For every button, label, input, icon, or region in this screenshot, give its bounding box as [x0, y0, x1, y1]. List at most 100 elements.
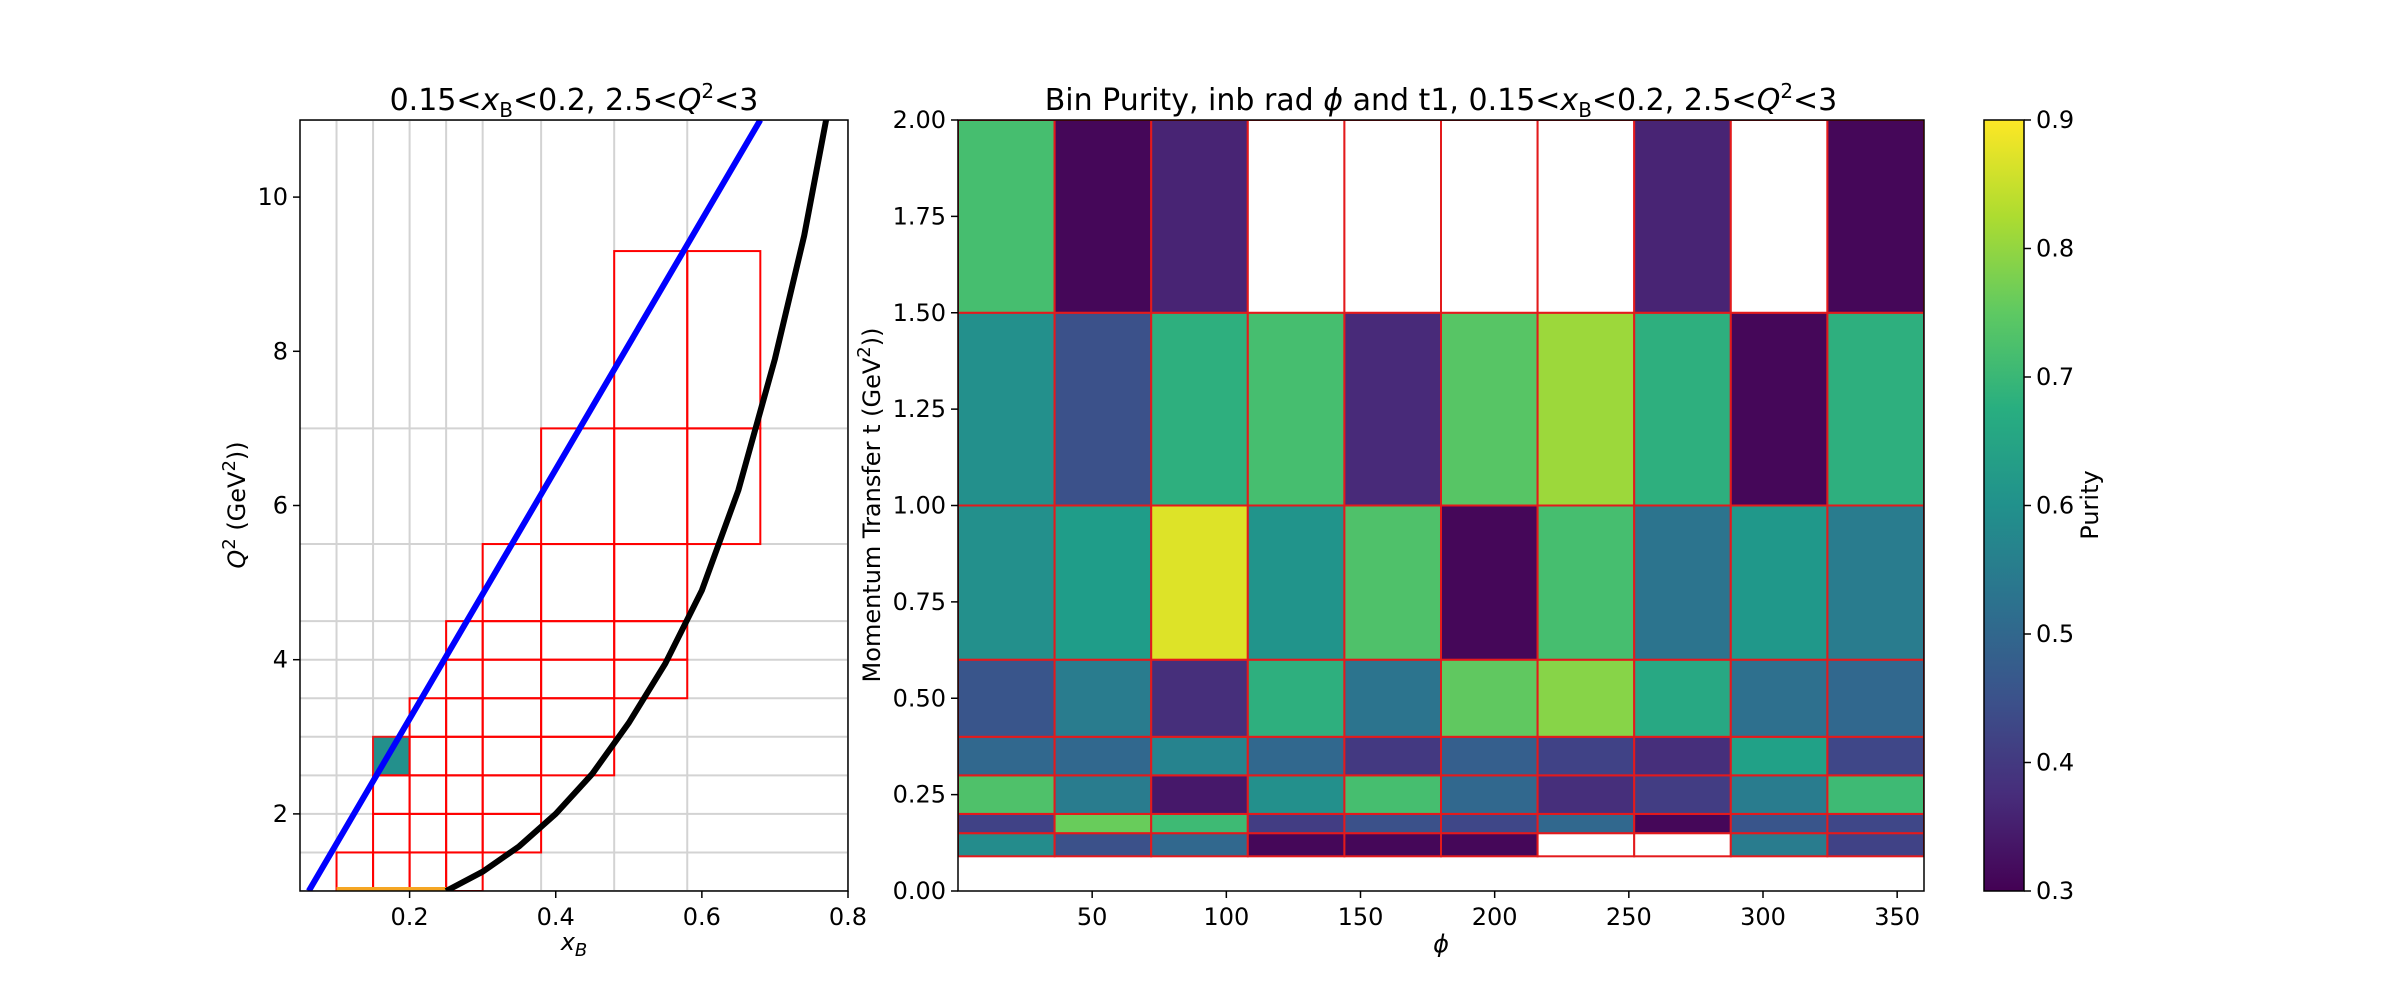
heatmap-cell: [1536, 658, 1636, 738]
heatmap-cell: [1150, 832, 1249, 858]
heatmap-cell: [1440, 774, 1539, 815]
right-y-axis-label: Momentum Transfer t (GeV2)): [854, 328, 886, 683]
heatmap-cell: [1053, 311, 1153, 507]
kinematic-bin: [613, 427, 689, 546]
heatmap-cell: [1440, 311, 1539, 507]
y-tick-label: 8: [273, 337, 288, 365]
heatmap-cell: [1053, 735, 1153, 777]
heatmap-cell: [1729, 812, 1829, 835]
right-x-ticks: 50 100 150 200 250 300 350: [1077, 891, 1920, 931]
heatmap-cell: [1343, 311, 1443, 507]
colorbar-ticks: 0.3 0.4 0.5 0.6 0.7 0.8 0.9: [2024, 106, 2074, 905]
black-boundary-curve: [444, 120, 830, 891]
heatmap-cell: [1343, 832, 1443, 858]
kinematic-bin: [445, 658, 484, 700]
heatmap-cell: [1343, 504, 1443, 661]
x-tick-label: 200: [1472, 903, 1518, 931]
heatmap-cell: [1053, 120, 1153, 314]
heatmap-cell: [1536, 120, 1636, 314]
left-chart: 0.2 0.4 0.6 0.8 2 4 6 8 10 0.15<xB<0.2, 2.5<Q2<…: [219, 79, 867, 961]
kinematic-bin: [540, 427, 616, 546]
heatmap-cell: [1440, 504, 1539, 661]
heatmap-cell: [1053, 832, 1153, 858]
kinematic-bin: [335, 851, 375, 891]
heatmap-cell: [1053, 504, 1153, 661]
heatmap-cell: [1826, 311, 1924, 507]
kinematic-bin: [686, 250, 762, 430]
heatmap-cell: [1440, 812, 1539, 835]
y-tick-label: 2.00: [893, 106, 946, 134]
kinematic-bin: [408, 774, 448, 815]
heatmap-cell: [1536, 504, 1636, 661]
y-tick-label: 0.75: [893, 588, 946, 616]
heatmap-cell: [1246, 832, 1346, 858]
kinematic-bin: [445, 697, 484, 738]
right-x-axis-label: ϕ: [1433, 930, 1449, 958]
heatmap-cell: [1150, 311, 1249, 507]
heatmap-cell: [1440, 658, 1539, 738]
heatmap-cell: [1729, 504, 1829, 661]
heatmap-cell: [1440, 120, 1539, 314]
y-tick-label: 0.50: [893, 684, 946, 712]
heatmap-cell: [1246, 658, 1346, 738]
heatmap-cells: [958, 120, 1924, 858]
y-tick-label: 1.75: [893, 202, 946, 230]
right-chart: 50 100 150 200 250 300 350 0.00 0.25 0.50 0.75 1.0…: [854, 79, 1925, 958]
heatmap-cell: [1440, 735, 1539, 777]
kinematic-bin: [408, 851, 448, 891]
heatmap-cell: [1826, 735, 1924, 777]
heatmap-cell: [1150, 120, 1249, 314]
y-tick-label: 0.25: [893, 781, 946, 809]
heatmap-cell: [1729, 311, 1829, 507]
heatmap-cell: [958, 774, 1056, 815]
heatmap-cell: [1633, 774, 1732, 815]
left-x-axis-label: xB: [560, 928, 588, 961]
heatmap-cell: [1150, 658, 1249, 738]
x-tick-label: 50: [1077, 903, 1108, 931]
heatmap-cell: [1826, 658, 1924, 738]
kinematic-bin: [372, 812, 411, 854]
kinematic-bin: [408, 735, 448, 777]
heatmap-cell: [958, 735, 1056, 777]
heatmap-cell: [1246, 774, 1346, 815]
y-tick-label: 4: [273, 646, 288, 674]
x-tick-label: 0.8: [829, 903, 867, 931]
left-y-axis-label: Q2 (GeV2)): [219, 441, 251, 568]
x-tick-label: 0.6: [683, 903, 721, 931]
x-tick-label: 0.2: [391, 903, 429, 931]
kinematic-bin: [481, 697, 543, 738]
kinematic-bin: [408, 812, 448, 854]
x-tick-label: 350: [1874, 903, 1920, 931]
heatmap-cell: [1633, 735, 1732, 777]
y-tick-label: 6: [273, 492, 288, 520]
left-y-ticks: 2 4 6 8 10: [257, 183, 300, 828]
heatmap-cell: [1633, 504, 1732, 661]
heatmap-cell: [1729, 774, 1829, 815]
blue-boundary-line: [306, 120, 763, 891]
left-red-bins: [335, 250, 762, 891]
colorbar-tick-label: 0.8: [2036, 235, 2074, 263]
kinematic-bin: [540, 543, 616, 623]
heatmap-cell: [1343, 774, 1443, 815]
heatmap-cell: [1536, 311, 1636, 507]
colorbar-tick-label: 0.6: [2036, 492, 2074, 520]
colorbar-tick-label: 0.9: [2036, 106, 2074, 134]
kinematic-bin: [540, 697, 616, 738]
y-tick-label: 1.00: [893, 492, 946, 520]
heatmap-cell: [1633, 311, 1732, 507]
heatmap-cell: [1633, 832, 1732, 858]
heatmap-cell: [1826, 812, 1924, 835]
y-tick-label: 2: [273, 800, 288, 828]
x-tick-label: 0.4: [537, 903, 575, 931]
heatmap-cell: [1826, 120, 1924, 314]
right-chart-title: Bin Purity, inb rad ϕ and t1, 0.15<xB<0.…: [1045, 79, 1838, 122]
heatmap-cell: [1246, 812, 1346, 835]
heatmap-cell: [1150, 774, 1249, 815]
heatmap-cell: [1150, 735, 1249, 777]
colorbar-tick-label: 0.3: [2036, 877, 2074, 905]
kinematic-bin: [481, 658, 543, 700]
colorbar-tick-label: 0.5: [2036, 620, 2074, 648]
heatmap-cell: [1633, 658, 1732, 738]
left-curves: [306, 120, 830, 891]
heatmap-cell: [958, 832, 1056, 858]
